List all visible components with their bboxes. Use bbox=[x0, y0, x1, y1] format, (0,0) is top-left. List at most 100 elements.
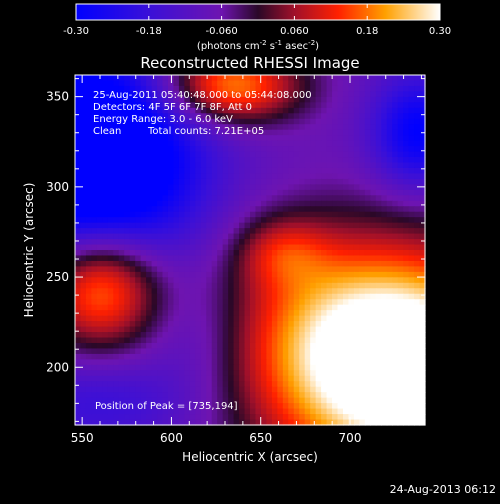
heatmap-cell bbox=[321, 173, 328, 180]
heatmap-cell bbox=[85, 288, 93, 295]
heatmap-cell bbox=[326, 146, 333, 153]
heatmap-cell bbox=[266, 167, 273, 175]
heatmap-cell bbox=[107, 113, 114, 120]
heatmap-cell bbox=[167, 321, 175, 328]
heatmap-cell bbox=[332, 200, 339, 207]
heatmap-cell bbox=[217, 348, 224, 355]
heatmap-cell bbox=[102, 129, 109, 136]
heatmap-cell bbox=[244, 75, 251, 82]
heatmap-cell bbox=[75, 282, 82, 289]
heatmap-cell bbox=[304, 381, 311, 388]
heatmap-cell bbox=[233, 217, 240, 224]
heatmap-cell bbox=[129, 102, 136, 109]
heatmap-cell bbox=[403, 85, 410, 93]
heatmap-cell bbox=[332, 282, 339, 289]
heatmap-cell bbox=[299, 222, 306, 229]
heatmap-cell bbox=[337, 140, 344, 147]
heatmap-cell bbox=[244, 337, 251, 344]
chart-title: Reconstructed RHESSI Image bbox=[140, 54, 359, 72]
heatmap-cell bbox=[381, 293, 388, 300]
heatmap-cell bbox=[277, 80, 284, 87]
heatmap-cell bbox=[277, 135, 284, 142]
heatmap-cell bbox=[96, 299, 103, 306]
heatmap-cell bbox=[288, 370, 295, 377]
heatmap-cell bbox=[118, 173, 125, 180]
heatmap-cell bbox=[85, 75, 93, 82]
heatmap-cell bbox=[250, 408, 257, 415]
heatmap-cell bbox=[195, 332, 202, 339]
heatmap-cell bbox=[129, 239, 136, 246]
heatmap-cell bbox=[310, 113, 317, 120]
heatmap-cell bbox=[403, 271, 410, 278]
heatmap-cell bbox=[113, 85, 120, 93]
heatmap-cell bbox=[146, 239, 153, 246]
heatmap-cell bbox=[146, 255, 153, 262]
heatmap-cell bbox=[386, 107, 393, 114]
heatmap-cell bbox=[96, 140, 103, 147]
heatmap-cell bbox=[173, 408, 180, 415]
heatmap-cell bbox=[228, 266, 235, 273]
heatmap-cell bbox=[151, 392, 158, 399]
heatmap-cell bbox=[375, 233, 382, 240]
heatmap-cell bbox=[244, 326, 251, 333]
heatmap-cell bbox=[217, 184, 224, 191]
heatmap-cell bbox=[162, 124, 169, 131]
heatmap-cell bbox=[211, 118, 218, 125]
heatmap-cell bbox=[337, 184, 344, 191]
heatmap-cell bbox=[364, 255, 371, 262]
heatmap-cell bbox=[304, 315, 311, 322]
heatmap-cell bbox=[184, 304, 191, 311]
annotation-energy: Energy Range: 3.0 - 6.0 keV bbox=[93, 114, 233, 125]
heatmap-cell bbox=[260, 414, 268, 421]
heatmap-cell bbox=[370, 260, 377, 268]
heatmap-cell bbox=[206, 277, 213, 284]
heatmap-cell bbox=[189, 375, 196, 382]
heatmap-cell bbox=[233, 260, 240, 268]
heatmap-cell bbox=[408, 321, 415, 328]
heatmap-cell bbox=[260, 173, 268, 180]
heatmap-cell bbox=[178, 195, 185, 202]
heatmap-cell bbox=[102, 167, 109, 175]
heatmap-cell bbox=[217, 386, 224, 393]
heatmap-cell bbox=[381, 80, 388, 87]
heatmap-cell bbox=[75, 260, 82, 268]
heatmap-cell bbox=[151, 157, 158, 164]
heatmap-cell bbox=[151, 173, 158, 180]
heatmap-cell bbox=[80, 293, 87, 300]
heatmap-cell bbox=[408, 129, 415, 136]
heatmap-cell bbox=[315, 250, 322, 257]
heatmap-cell bbox=[80, 151, 87, 158]
heatmap-cell bbox=[146, 135, 153, 142]
heatmap-cell bbox=[228, 419, 235, 426]
heatmap-cell bbox=[321, 250, 328, 257]
heatmap-cell bbox=[315, 96, 322, 103]
heatmap-cell bbox=[178, 381, 185, 388]
heatmap-cell bbox=[129, 178, 136, 185]
heatmap-cell bbox=[244, 118, 251, 125]
heatmap-cell bbox=[381, 239, 388, 246]
heatmap-cell bbox=[260, 96, 268, 103]
heatmap-cell bbox=[326, 315, 333, 322]
heatmap-cell bbox=[239, 408, 246, 415]
heatmap-cell bbox=[178, 348, 185, 355]
heatmap-cell bbox=[375, 375, 382, 382]
heatmap-cell bbox=[359, 364, 366, 371]
heatmap-cell bbox=[206, 184, 213, 191]
heatmap-cell bbox=[195, 118, 202, 125]
heatmap-cell bbox=[315, 299, 322, 306]
heatmap-cell bbox=[414, 260, 421, 268]
heatmap-cell bbox=[375, 195, 382, 202]
heatmap-cell bbox=[200, 293, 207, 300]
heatmap-cell bbox=[129, 173, 136, 180]
heatmap-cell bbox=[293, 124, 300, 131]
heatmap-cell bbox=[304, 408, 311, 415]
heatmap-cell bbox=[282, 244, 289, 251]
heatmap-cell bbox=[233, 75, 240, 82]
heatmap-cell bbox=[419, 189, 426, 196]
heatmap-cell bbox=[260, 167, 268, 175]
heatmap-cell bbox=[102, 403, 109, 410]
heatmap-cell bbox=[337, 364, 344, 371]
heatmap-cell bbox=[118, 200, 125, 207]
heatmap-cell bbox=[189, 178, 196, 185]
heatmap-cell bbox=[359, 75, 366, 82]
